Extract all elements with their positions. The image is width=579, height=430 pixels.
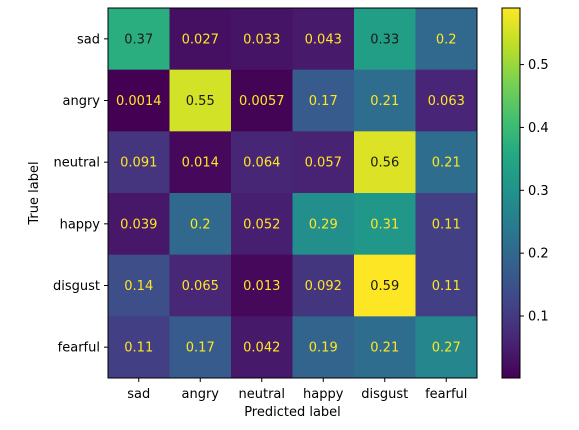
heatmap-cell bbox=[169, 316, 232, 379]
heatmap-cell bbox=[354, 316, 416, 379]
cell-value-label: 0.042 bbox=[243, 341, 280, 356]
heatmap-cell bbox=[108, 254, 170, 317]
cell-value-label: 0.31 bbox=[370, 217, 399, 232]
heatmap-cell bbox=[354, 69, 416, 132]
cell-value-label: 0.0057 bbox=[239, 94, 285, 109]
heatmap-cell bbox=[354, 131, 416, 194]
cell-value-label: 0.21 bbox=[370, 94, 399, 109]
heatmap-cell bbox=[169, 69, 232, 132]
heatmap-cell bbox=[415, 254, 478, 317]
y-tick-label: neutral bbox=[54, 156, 101, 171]
heatmap-cell bbox=[231, 254, 293, 317]
heatmap-cell bbox=[292, 193, 355, 256]
cell-value-label: 0.091 bbox=[120, 156, 157, 171]
colorbar-tick-label: 0.3 bbox=[528, 184, 549, 199]
heatmap-cell bbox=[169, 193, 232, 256]
cell-value-label: 0.2 bbox=[190, 217, 211, 232]
cell-value-label: 0.19 bbox=[309, 341, 338, 356]
cell-value-label: 0.033 bbox=[243, 32, 280, 47]
cell-value-label: 0.11 bbox=[124, 341, 153, 356]
y-tick-label: happy bbox=[60, 217, 101, 232]
x-tick-label: happy bbox=[303, 387, 344, 402]
heatmap-cell bbox=[108, 69, 170, 132]
cell-value-label: 0.29 bbox=[309, 217, 338, 232]
heatmap-cell bbox=[292, 316, 355, 379]
y-tick-label: fearful bbox=[58, 341, 100, 356]
y-tick-label: sad bbox=[77, 32, 100, 47]
x-tick-label: sad bbox=[127, 387, 150, 402]
cell-value-label: 0.37 bbox=[124, 32, 153, 47]
cell-value-label: 0.092 bbox=[305, 279, 342, 294]
cell-value-label: 0.014 bbox=[182, 156, 219, 171]
heatmap-cell bbox=[292, 131, 355, 194]
cell-value-label: 0.21 bbox=[432, 156, 461, 171]
x-axis-label: Predicted label bbox=[244, 405, 341, 420]
heatmap-cell bbox=[354, 193, 416, 256]
heatmap-cell bbox=[292, 254, 355, 317]
x-tick-label: disgust bbox=[361, 387, 408, 402]
cell-value-label: 0.27 bbox=[432, 341, 461, 356]
cell-value-label: 0.55 bbox=[186, 94, 215, 109]
cell-value-label: 0.14 bbox=[124, 279, 153, 294]
colorbar-tick-label: 0.4 bbox=[528, 121, 549, 136]
colorbar-tick-label: 0.5 bbox=[528, 58, 549, 73]
heatmap-cell bbox=[354, 8, 416, 71]
x-tick-label: fearful bbox=[425, 387, 467, 402]
cell-value-label: 0.052 bbox=[243, 217, 280, 232]
cell-value-label: 0.027 bbox=[182, 32, 219, 47]
heatmap-cell bbox=[231, 193, 293, 256]
cell-value-label: 0.064 bbox=[243, 156, 280, 171]
heatmap-cell bbox=[169, 131, 232, 194]
heatmap-cell bbox=[231, 69, 293, 132]
colorbar bbox=[501, 7, 521, 379]
x-tick-label: angry bbox=[182, 387, 220, 402]
heatmap-cell bbox=[169, 254, 232, 317]
y-axis-label: True label bbox=[27, 161, 42, 225]
x-axis-ticks: sad angry neutral happy disgust fearful bbox=[127, 378, 467, 402]
heatmap-cell bbox=[231, 131, 293, 194]
heatmap-cell bbox=[415, 8, 478, 71]
cell-value-label: 0.33 bbox=[370, 32, 399, 47]
heatmap-cell bbox=[292, 8, 355, 71]
cell-value-label: 0.11 bbox=[432, 217, 461, 232]
heatmap-cell-labels: 0.37 0.027 0.033 0.043 0.33 0.2 0.0014 0.55 0.00… bbox=[116, 32, 465, 355]
heatmap-cell bbox=[108, 131, 170, 194]
y-tick-label: angry bbox=[63, 94, 101, 109]
cell-value-label: 0.2 bbox=[436, 32, 457, 47]
cell-value-label: 0.21 bbox=[370, 341, 399, 356]
x-tick-label: neutral bbox=[239, 387, 286, 402]
heatmap-cell bbox=[415, 193, 478, 256]
heatmap-cell bbox=[354, 254, 416, 317]
cell-value-label: 0.013 bbox=[243, 279, 280, 294]
heatmap-cell bbox=[415, 69, 478, 132]
cell-value-label: 0.56 bbox=[370, 156, 399, 171]
heatmap-cell bbox=[169, 8, 232, 71]
heatmap-cell bbox=[231, 316, 293, 379]
heatmap-cells bbox=[108, 8, 478, 379]
cell-value-label: 0.11 bbox=[432, 279, 461, 294]
colorbar-tick-label: 0.1 bbox=[528, 310, 549, 325]
cell-value-label: 0.039 bbox=[120, 217, 157, 232]
cell-value-label: 0.057 bbox=[305, 156, 342, 171]
cell-value-label: 0.17 bbox=[309, 94, 338, 109]
plot-frame bbox=[107, 7, 478, 379]
heatmap-cell bbox=[108, 316, 170, 379]
heatmap-cell bbox=[108, 193, 170, 256]
heatmap-cell bbox=[415, 316, 478, 379]
y-tick-label: disgust bbox=[53, 279, 100, 294]
heatmap-cell bbox=[292, 69, 355, 132]
heatmap-cell bbox=[108, 8, 170, 71]
colorbar-tick-label: 0.2 bbox=[528, 247, 549, 262]
cell-value-label: 0.59 bbox=[370, 279, 399, 294]
cell-value-label: 0.065 bbox=[182, 279, 219, 294]
cell-value-label: 0.063 bbox=[428, 94, 465, 109]
cell-value-label: 0.043 bbox=[305, 32, 342, 47]
cell-value-label: 0.0014 bbox=[116, 94, 162, 109]
heatmap-cell bbox=[231, 8, 293, 71]
y-axis-ticks: sad angry neutral happy disgust fearful bbox=[53, 32, 108, 356]
colorbar-ticks: 0.1 0.2 0.3 0.4 0.5 bbox=[520, 58, 549, 325]
heatmap-cell bbox=[415, 131, 478, 194]
cell-value-label: 0.17 bbox=[186, 341, 215, 356]
